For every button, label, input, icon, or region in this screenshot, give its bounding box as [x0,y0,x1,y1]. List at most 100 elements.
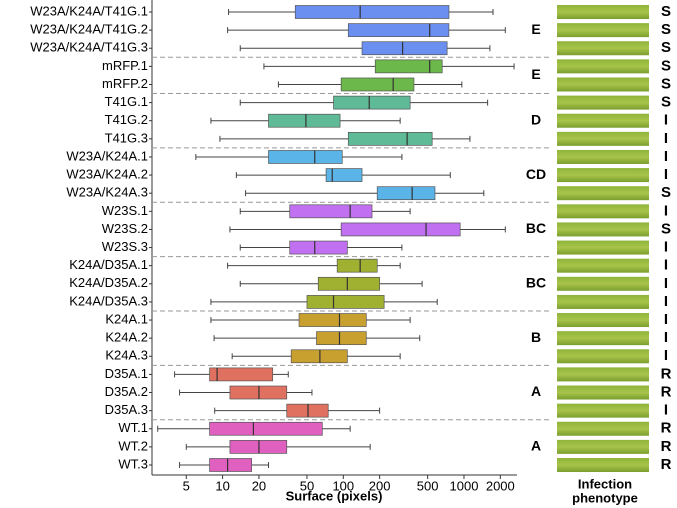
box [336,258,378,273]
y-tick-label: D35A.1 [105,366,148,381]
y-tick-label: W23S.1 [102,203,148,218]
y-tick-label: W23A/K24A/T41G.2 [30,22,148,37]
leaf-image [557,95,649,110]
box [376,186,436,201]
box [209,458,252,472]
leaf-image [557,168,649,183]
box [306,295,385,309]
phenotype: I [664,239,668,256]
phenotype: S [661,220,671,237]
x-axis-label: Surface (pixels) [286,488,383,503]
phenotype: R [661,365,672,382]
y-tick-label: WT.2 [118,438,148,453]
y-tick-label: K24A/D35A.3 [69,293,148,308]
box [325,168,363,182]
phenotype: I [664,166,668,183]
x-tick-label: 100 [332,478,354,493]
phenotype: I [664,311,668,328]
box [316,331,367,346]
phenotype: I [664,402,668,419]
y-tick-label: WT.1 [118,420,148,435]
leaf-image [557,403,649,418]
leaf-image [557,313,649,328]
y-tick-label: mRFP.2 [102,76,148,91]
box [209,367,274,382]
leaf-image [557,367,649,382]
phenotype: R [661,383,672,400]
box [209,421,323,436]
box [289,240,348,255]
phenotype: S [661,57,671,74]
y-tick-label: W23A/K24A.2 [66,167,148,182]
leaf-image [557,331,649,346]
group-letter: BC [526,220,546,236]
x-tick-label: 50 [300,478,314,493]
y-tick-label: W23A/K24A/T41G.3 [30,40,148,55]
leaf-image [557,222,649,237]
leaf-image [557,41,649,56]
phenotype: I [664,202,668,219]
group-letter: B [531,329,541,345]
leaf-image [557,113,649,128]
y-tick-label: D35A.2 [105,384,148,399]
y-tick-label: W23A/K24A.3 [66,185,148,200]
x-tick-label: 500 [417,478,439,493]
leaf-image [557,204,649,219]
x-tick-label: 200 [369,478,391,493]
group-letter: D [531,111,541,127]
phenotype: I [664,112,668,129]
box [298,313,367,327]
x-tick-label: 1000 [450,478,479,493]
leaf-image [557,59,649,74]
group-letter: E [531,21,540,37]
phenotype: S [661,75,671,92]
group-letter: A [531,438,541,454]
phenotype: I [664,130,668,147]
y-tick-label: K24A.2 [105,330,148,345]
group-letter: A [531,383,541,399]
y-tick-label: WT.3 [118,456,148,471]
leaf-image [557,186,649,201]
box [289,204,373,219]
phenotype-title: Infection [578,476,632,491]
group-letter: CD [526,166,546,182]
phenotype: I [664,148,668,165]
leaf-image [557,131,649,146]
leaf-image [557,77,649,92]
y-tick-label: W23A/K24A.1 [66,148,148,163]
box [347,23,450,37]
y-tick-label: mRFP.1 [102,58,148,73]
y-tick-label: D35A.3 [105,402,148,417]
phenotype: I [664,347,668,364]
y-tick-label: K24A/D35A.2 [69,275,148,290]
phenotype: S [661,3,671,20]
box [268,113,341,128]
y-tick-label: W23S.3 [102,239,148,254]
phenotype: S [661,39,671,56]
phenotype: S [661,94,671,111]
leaf-image [557,149,649,164]
y-tick-label: K24A/D35A.1 [69,257,148,272]
y-tick-label: K24A.3 [105,348,148,363]
x-tick-label: 5 [183,478,190,493]
phenotype: S [661,21,671,38]
box [340,77,415,92]
group-letter: BC [526,275,546,291]
phenotype: I [664,293,668,310]
leaf-image [557,23,649,38]
box [333,95,411,110]
y-tick-label: T41G.3 [105,130,148,145]
leaf-image [557,421,649,436]
box [347,131,433,146]
leaf-image [557,5,649,19]
x-tick-label: 10 [215,478,229,493]
y-tick-label: T41G.2 [105,112,148,127]
leaf-image [557,240,649,255]
leaf-image [557,276,649,291]
box [340,222,461,237]
phenotype: R [661,438,672,455]
leaf-image [557,385,649,400]
leaf-image [557,439,649,454]
phenotype-title: phenotype [572,490,638,505]
